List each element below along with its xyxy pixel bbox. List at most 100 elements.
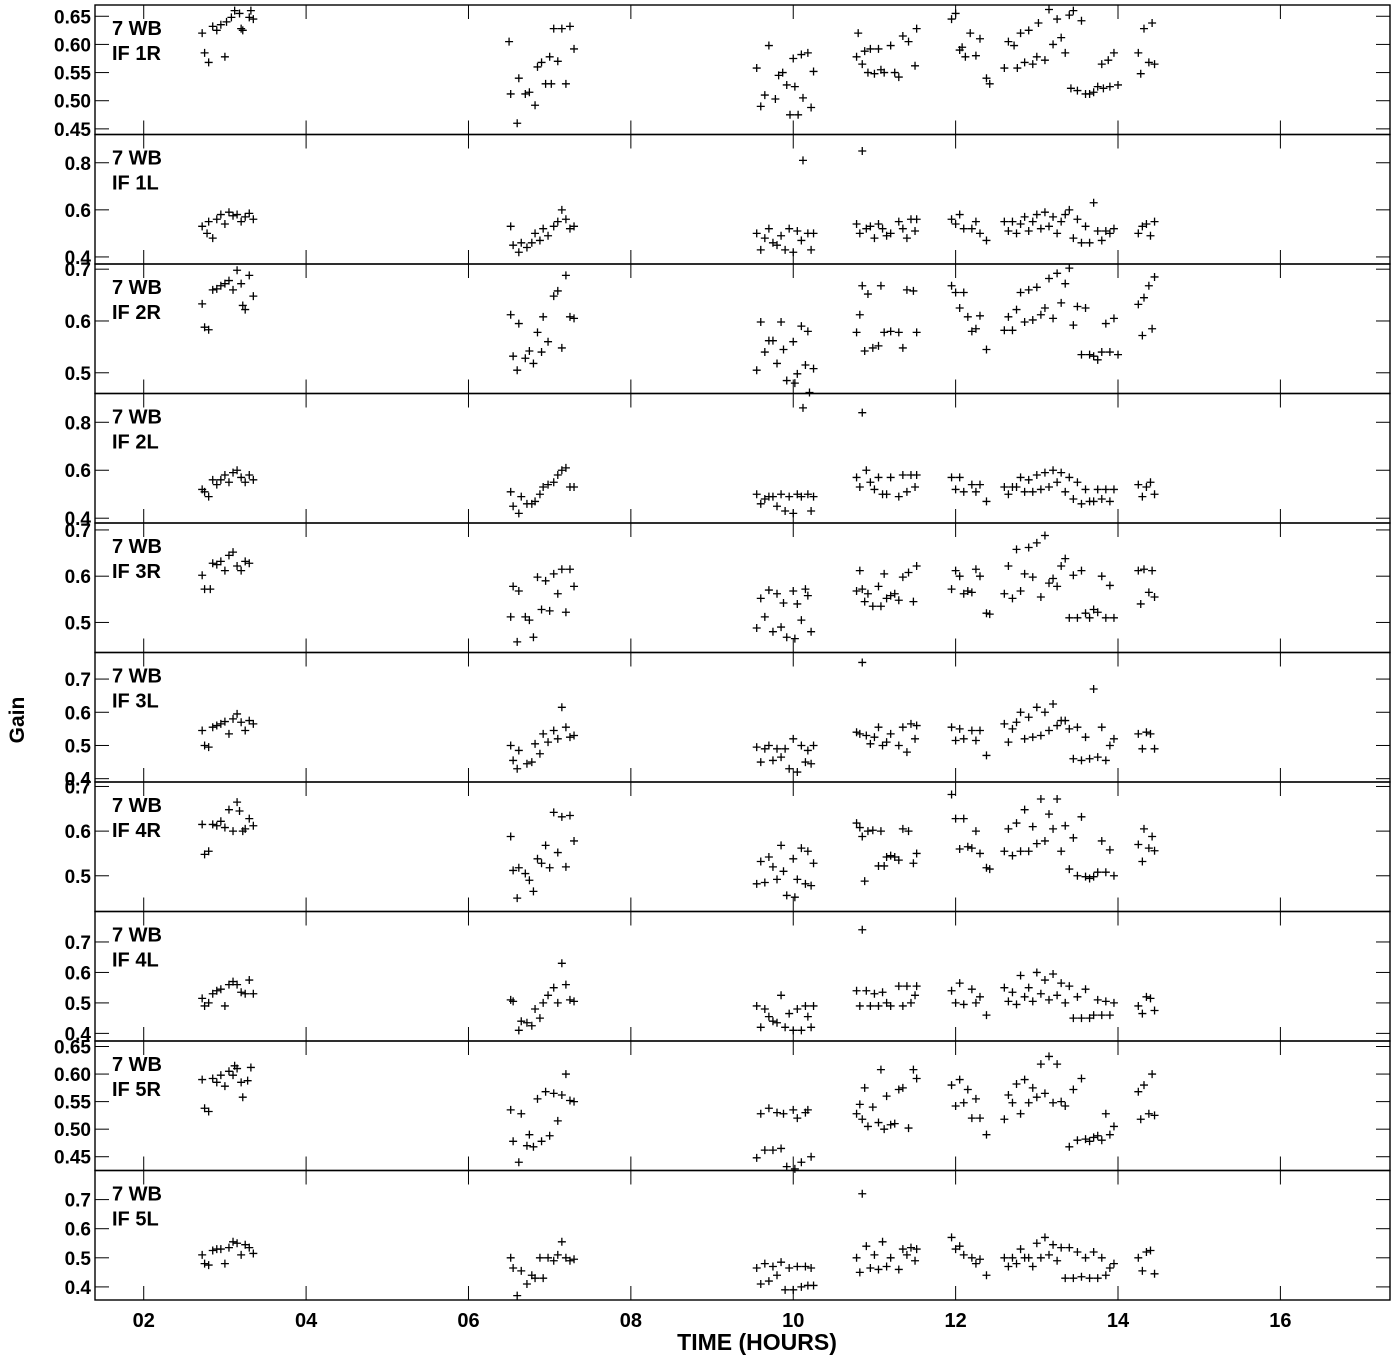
data-point (803, 591, 812, 600)
data-point (1065, 11, 1074, 20)
data-point (245, 814, 254, 823)
data-point (1040, 836, 1049, 845)
data-point (1045, 274, 1053, 283)
data-point (975, 572, 984, 581)
data-point (1077, 238, 1086, 247)
data-point (1069, 495, 1078, 504)
data-point (565, 811, 574, 820)
data-point (531, 101, 540, 110)
data-point (1142, 483, 1151, 492)
panel-4: 0.8 0.6 0.4 7 WB IF 2L (65, 392, 1391, 530)
data-point (1093, 485, 1102, 494)
data-point (951, 814, 960, 823)
data-point (514, 586, 523, 595)
data-point (1077, 566, 1086, 575)
data-point (1045, 1250, 1053, 1259)
data-point (1105, 1011, 1114, 1020)
data-point (521, 354, 530, 363)
data-point (514, 863, 523, 872)
data-point (233, 1064, 242, 1073)
data-point (794, 110, 803, 119)
data-point (1053, 478, 1062, 487)
data-point (1073, 613, 1082, 622)
data-point (509, 582, 518, 591)
data-point (866, 739, 875, 748)
data-point (525, 1130, 534, 1139)
y-tick-label: 0.65 (54, 1038, 91, 1059)
data-point (1016, 586, 1025, 595)
data-point (1045, 1052, 1053, 1061)
data-point (898, 573, 907, 582)
data-point (1093, 227, 1102, 236)
data-point (951, 485, 960, 494)
data-point (1049, 824, 1058, 833)
data-point (204, 743, 213, 752)
data-point (890, 1119, 899, 1128)
data-point (982, 345, 991, 354)
data-point (539, 312, 548, 321)
data-point (947, 473, 956, 482)
data-point (1136, 1115, 1145, 1124)
data-point (521, 89, 530, 98)
data-point (967, 1253, 976, 1262)
data-point (955, 210, 964, 219)
data-point (882, 1092, 891, 1101)
data-point (1089, 497, 1098, 506)
data-point (529, 359, 538, 368)
data-point (785, 224, 794, 233)
data-point (855, 729, 864, 738)
data-point (1000, 589, 1009, 598)
data-point (752, 623, 761, 632)
data-point (245, 209, 254, 218)
data-point (517, 1017, 526, 1026)
data-point (1148, 19, 1157, 28)
y-tick-label: 0.6 (65, 1220, 91, 1241)
data-point (513, 764, 522, 773)
data-point (525, 88, 534, 97)
data-point (229, 977, 238, 986)
data-point (237, 473, 246, 482)
data-point (890, 589, 899, 598)
data-point (1136, 69, 1145, 78)
data-point (570, 1255, 579, 1264)
data-point (1012, 305, 1021, 314)
data-point (756, 318, 765, 327)
data-point (982, 236, 991, 245)
data-point (553, 471, 562, 480)
data-point (1109, 871, 1118, 880)
data-point (912, 215, 921, 224)
panel-frame (94, 1169, 1391, 1301)
data-point (1024, 543, 1033, 552)
data-point (514, 248, 523, 257)
data-point (1040, 1089, 1049, 1098)
data-point (866, 478, 875, 487)
data-point (549, 983, 558, 992)
data-point (963, 842, 972, 851)
data-point (1020, 734, 1029, 743)
data-point (858, 281, 867, 290)
data-point (198, 726, 207, 735)
data-point (971, 736, 980, 745)
panel-label-line1: 7 WB (112, 148, 162, 170)
data-point (855, 823, 864, 832)
data-point (1036, 989, 1045, 998)
panel-6: 0.7 0.6 0.5 0.4 7 WB IF 3L (65, 651, 1391, 791)
data-point (1020, 992, 1029, 1001)
data-point (1049, 40, 1058, 49)
data-point (782, 1162, 791, 1171)
data-point (1150, 217, 1159, 226)
data-point (777, 1258, 786, 1267)
data-point (557, 343, 566, 352)
data-point (505, 37, 514, 46)
data-point (1139, 293, 1148, 302)
data-point (1134, 566, 1143, 575)
data-point (1024, 227, 1033, 236)
data-point (1032, 283, 1041, 292)
data-point (809, 364, 818, 373)
data-point (852, 473, 861, 482)
data-point (868, 1103, 877, 1112)
data-point (1057, 468, 1066, 477)
panel-label-line2: IF 2R (112, 302, 161, 324)
y-tick-label: 0.4 (65, 1278, 92, 1299)
data-point (1101, 319, 1110, 328)
